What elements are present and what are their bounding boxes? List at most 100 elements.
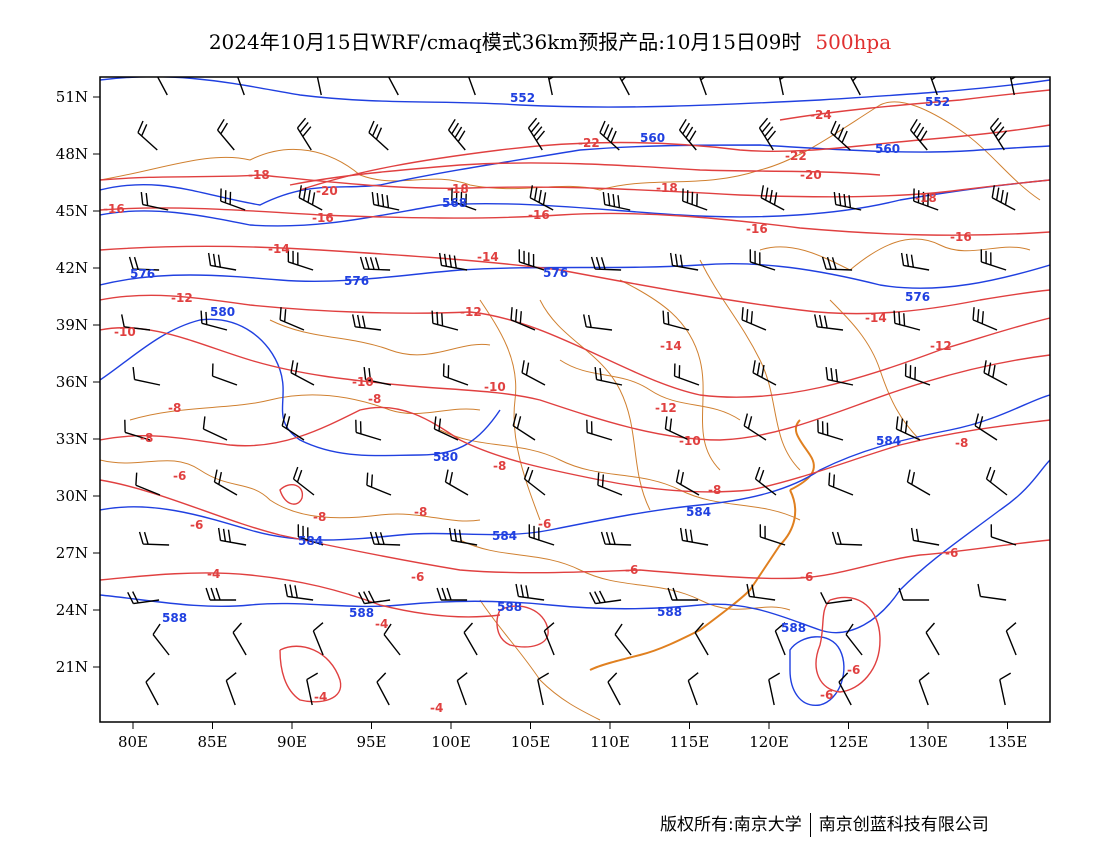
wind-barb — [972, 307, 998, 331]
height-label-584: 584 — [492, 529, 517, 543]
lon-label: 105E — [511, 733, 551, 751]
temp-4-b — [279, 645, 342, 703]
wind-barb — [752, 360, 777, 386]
wind-barb — [529, 185, 554, 211]
lon-label: 115E — [670, 733, 710, 751]
lat-label: 45N — [56, 202, 88, 220]
temp-label-10: -10 — [352, 375, 374, 389]
coastline — [589, 419, 815, 671]
wind-barb — [974, 413, 998, 441]
wind-barb — [820, 591, 853, 605]
temp-6 — [100, 479, 1050, 580]
footer-separator — [809, 813, 811, 837]
boundary-inner5 — [439, 429, 801, 521]
wind-barb — [211, 363, 238, 386]
wind-barb — [312, 622, 324, 656]
wind-barb — [667, 587, 699, 601]
temp-4 — [100, 572, 501, 618]
wind-barb — [898, 587, 930, 601]
wind-barb — [537, 672, 550, 706]
temp-label-12-east: -12 — [655, 401, 677, 415]
wind-barb — [913, 188, 939, 211]
lon-label: 130E — [908, 733, 948, 751]
temp-label-18-far: -18 — [915, 191, 937, 205]
wind-barb — [813, 314, 844, 331]
height-584 — [100, 394, 1050, 541]
height-label-584-west: 584 — [298, 534, 323, 548]
wind-barb — [279, 307, 305, 331]
temp-label-18: -18 — [248, 168, 270, 182]
temp-6-b — [815, 596, 881, 693]
temp-label-20-east: -20 — [800, 168, 822, 182]
temp-label-8-center: -8 — [493, 459, 506, 473]
wind-barb — [284, 583, 314, 601]
boundary-xinjiang — [269, 319, 491, 356]
height-label-584-far: 584 — [876, 434, 901, 448]
wind-barb — [893, 310, 921, 331]
temp-24 — [779, 89, 1050, 121]
temp-label-12: -12 — [171, 291, 193, 305]
wind-barb — [599, 120, 620, 151]
lon-label: 90E — [277, 733, 307, 751]
temp-label-6-island2: -6 — [820, 688, 833, 702]
temp-label-6-west: -6 — [173, 469, 186, 483]
wind-barb — [510, 307, 536, 331]
temp-label-16-east: -16 — [746, 222, 768, 236]
height-label-580-south: 580 — [433, 450, 458, 464]
wind-barb — [543, 622, 555, 656]
lat-label: 36N — [56, 373, 88, 391]
height-588-island — [789, 636, 845, 706]
temp-label-4-south: -4 — [314, 690, 327, 704]
temp-label-8-east: -8 — [708, 483, 721, 497]
temperature-contours — [100, 89, 1050, 703]
wind-barb — [351, 314, 382, 331]
boundary-korea — [829, 299, 921, 441]
temp-22 — [299, 124, 1050, 191]
boundary-north — [100, 101, 1041, 201]
height-label-588-island: 588 — [781, 621, 806, 635]
temp-label-16: -16 — [312, 211, 334, 225]
wind-barb — [448, 527, 478, 546]
wind-barb — [679, 527, 709, 546]
map-frame — [99, 76, 1051, 723]
temp-label-16-center: -16 — [528, 208, 550, 222]
wind-barb — [138, 531, 170, 546]
wind-barb — [368, 120, 389, 151]
wind-barb — [355, 419, 382, 441]
wind-barb — [523, 466, 546, 496]
height-labels: 552 552 560 560 568 576 576 576 576 580 … — [130, 91, 950, 635]
wind-barb — [383, 623, 401, 656]
wind-barb — [741, 307, 767, 331]
temp-label-22: -22 — [578, 136, 600, 150]
boundary-inner6 — [459, 539, 791, 611]
temp-label-4: -4 — [207, 567, 220, 581]
wind-barb — [825, 366, 854, 386]
wind-barb — [673, 363, 700, 386]
wind-barb — [669, 252, 699, 271]
temp-label-10-west: -10 — [114, 325, 136, 339]
boundary-northeast — [759, 238, 1031, 271]
wind-barb — [906, 469, 931, 496]
wind-barb — [512, 413, 536, 441]
wind-barb — [442, 363, 469, 386]
wind-barb — [594, 366, 623, 386]
wind-barb — [135, 472, 161, 496]
wind-barb — [774, 622, 786, 656]
wind-barb — [306, 672, 319, 706]
wind-barb — [990, 524, 1017, 546]
pressure-level: 500hpa — [815, 30, 892, 54]
wind-barb — [760, 185, 785, 211]
wind-barb — [586, 419, 613, 441]
lat-label: 33N — [56, 430, 88, 448]
wind-barb — [817, 419, 844, 441]
temp-label-8-west: -8 — [168, 401, 181, 415]
wind-barb — [438, 252, 468, 271]
height-label-560-east: 560 — [875, 142, 900, 156]
wind-barb — [999, 672, 1012, 706]
wind-barb — [467, 77, 476, 96]
height-label-552-east: 552 — [925, 95, 950, 109]
height-label-588: 588 — [349, 606, 374, 620]
wind-barb — [316, 77, 322, 96]
wind-barb — [929, 77, 938, 96]
wind-barb — [759, 524, 786, 546]
